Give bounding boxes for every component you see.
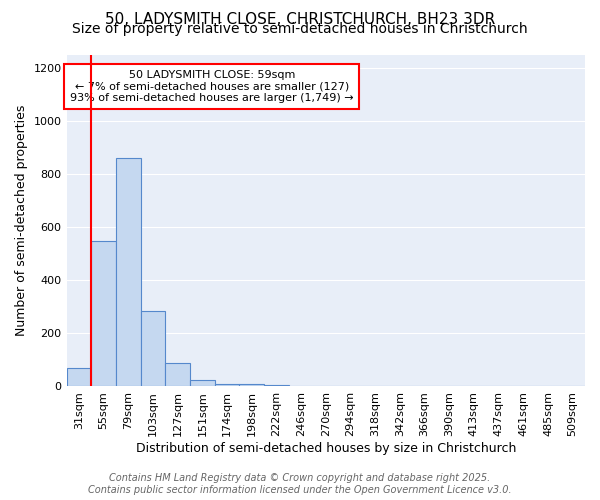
Bar [215,384,239,386]
Bar [67,368,91,386]
Text: 50 LADYSMITH CLOSE: 59sqm
← 7% of semi-detached houses are smaller (127)
93% of : 50 LADYSMITH CLOSE: 59sqm ← 7% of semi-d… [70,70,353,103]
Y-axis label: Number of semi-detached properties: Number of semi-detached properties [15,105,28,336]
Bar [190,380,215,386]
Bar [116,158,140,386]
Text: Contains HM Land Registry data © Crown copyright and database right 2025.
Contai: Contains HM Land Registry data © Crown c… [88,474,512,495]
Bar [91,240,116,386]
Bar [264,385,289,386]
Bar [140,311,165,386]
Bar [165,362,190,386]
Text: Size of property relative to semi-detached houses in Christchurch: Size of property relative to semi-detach… [72,22,528,36]
Bar [239,384,264,386]
Text: 50, LADYSMITH CLOSE, CHRISTCHURCH, BH23 3DR: 50, LADYSMITH CLOSE, CHRISTCHURCH, BH23 … [105,12,495,28]
X-axis label: Distribution of semi-detached houses by size in Christchurch: Distribution of semi-detached houses by … [136,442,516,455]
